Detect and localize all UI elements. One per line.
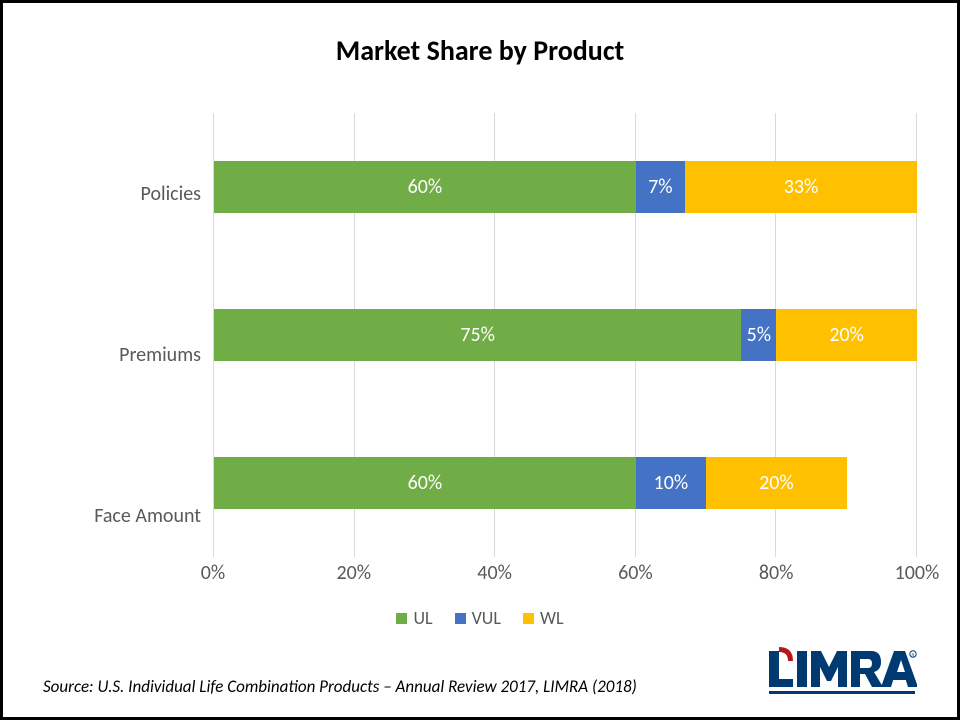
plot-area: 60%7%33%75%5%20%60%10%20% [213, 113, 917, 557]
bar-segment: 60% [214, 161, 636, 213]
bars-container: 60%7%33%75%5%20%60%10%20% [214, 113, 917, 557]
source-suffix: , LIMRA (2018) [535, 676, 637, 697]
plot-column: 60%7%33%75%5%20%60%10%20% 0%20%40%60%80%… [213, 113, 917, 597]
legend-swatch [523, 613, 534, 624]
bar-segment: 10% [636, 457, 706, 509]
x-tick-label: 20% [337, 561, 372, 585]
bar-segment: 75% [214, 309, 741, 361]
x-tick-label: 100% [895, 561, 940, 585]
bar-segment: 60% [214, 457, 636, 509]
chart-area: Policies Premiums Face Amount 60%7%33%75… [43, 113, 917, 597]
bar-segment: 20% [706, 457, 847, 509]
category-label: Face Amount [43, 504, 201, 528]
bar-row: 75%5%20% [214, 309, 917, 361]
source-prefix: Source: [43, 676, 97, 697]
bar-segment: 20% [776, 309, 917, 361]
bar-segment: 7% [636, 161, 685, 213]
footer: Source: U.S. Individual Life Combination… [43, 645, 917, 697]
bar-row: 60%10%20% [214, 457, 917, 509]
limra-logo-svg: R [767, 645, 917, 697]
legend-item: WL [523, 607, 564, 629]
legend-swatch [455, 613, 466, 624]
legend-swatch [396, 613, 407, 624]
svg-text:R: R [911, 652, 914, 657]
category-label: Premiums [43, 343, 201, 367]
legend-label: UL [413, 607, 432, 629]
x-tick-label: 60% [618, 561, 653, 585]
legend-label: VUL [472, 607, 501, 629]
x-tick-label: 40% [477, 561, 512, 585]
category-label: Policies [43, 182, 201, 206]
legend: UL VUL WL [43, 607, 917, 629]
legend-item: VUL [455, 607, 501, 629]
source-title: U.S. Individual Life Combination Product… [97, 676, 535, 697]
limra-logo: R [767, 645, 917, 697]
x-tick-label: 0% [201, 561, 225, 585]
x-tick-label: 80% [759, 561, 794, 585]
y-axis-labels: Policies Premiums Face Amount [43, 113, 213, 597]
bar-segment: 33% [685, 161, 917, 213]
chart-frame: Market Share by Product Policies Premium… [0, 0, 960, 720]
x-axis: 0%20%40%60%80%100% [213, 561, 917, 597]
legend-label: WL [540, 607, 564, 629]
legend-item: UL [396, 607, 432, 629]
bar-segment: 5% [741, 309, 776, 361]
bar-row: 60%7%33% [214, 161, 917, 213]
source-citation: Source: U.S. Individual Life Combination… [43, 676, 637, 697]
chart-title: Market Share by Product [43, 33, 917, 68]
